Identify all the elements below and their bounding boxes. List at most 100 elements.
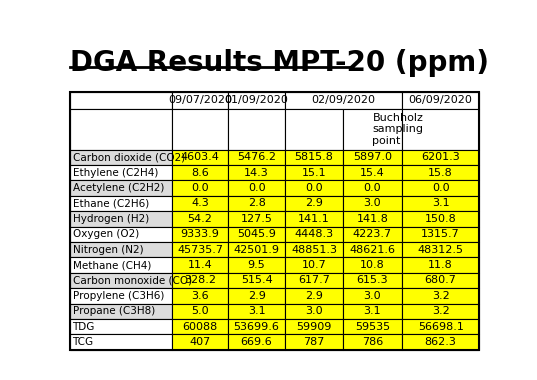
- Bar: [285, 180, 343, 196]
- Text: 328.2: 328.2: [184, 276, 216, 285]
- Text: 4448.3: 4448.3: [294, 229, 333, 239]
- Bar: [172, 334, 228, 350]
- Bar: [343, 150, 402, 165]
- Bar: [70, 319, 172, 334]
- Bar: [402, 242, 480, 257]
- Text: 5476.2: 5476.2: [237, 152, 276, 162]
- Text: 141.8: 141.8: [357, 214, 388, 224]
- Bar: [70, 196, 172, 211]
- Text: 6201.3: 6201.3: [422, 152, 460, 162]
- Bar: [343, 257, 402, 273]
- Bar: [228, 165, 285, 180]
- Text: 01/09/2020: 01/09/2020: [224, 95, 288, 105]
- Bar: [70, 304, 172, 319]
- Text: Hydrogen (H2): Hydrogen (H2): [72, 214, 149, 224]
- Bar: [402, 288, 480, 304]
- Text: 3.1: 3.1: [248, 306, 265, 316]
- Text: 127.5: 127.5: [241, 214, 273, 224]
- Text: 10.7: 10.7: [302, 260, 326, 270]
- Bar: [402, 150, 480, 165]
- Bar: [402, 273, 480, 288]
- Text: 0.0: 0.0: [248, 183, 265, 193]
- Bar: [402, 334, 480, 350]
- Bar: [70, 257, 172, 273]
- Text: Oxygen (O2): Oxygen (O2): [72, 229, 139, 239]
- Text: 141.1: 141.1: [298, 214, 330, 224]
- Bar: [172, 196, 228, 211]
- Text: Carbon monoxide (CO): Carbon monoxide (CO): [72, 276, 192, 285]
- Bar: [228, 226, 285, 242]
- Text: 60088: 60088: [183, 321, 217, 332]
- Bar: [285, 273, 343, 288]
- Text: 4603.4: 4603.4: [180, 152, 220, 162]
- Text: 3.0: 3.0: [305, 306, 323, 316]
- Bar: [285, 288, 343, 304]
- Bar: [402, 196, 480, 211]
- Text: 15.4: 15.4: [360, 168, 385, 178]
- Text: 5045.9: 5045.9: [237, 229, 276, 239]
- Text: 54.2: 54.2: [187, 214, 213, 224]
- Bar: [228, 257, 285, 273]
- Bar: [343, 242, 402, 257]
- Bar: [402, 211, 480, 226]
- Bar: [343, 273, 402, 288]
- Text: 59535: 59535: [355, 321, 390, 332]
- Text: 48621.6: 48621.6: [350, 245, 395, 255]
- Bar: [343, 196, 402, 211]
- Bar: [70, 180, 172, 196]
- Text: 53699.6: 53699.6: [234, 321, 280, 332]
- Bar: [285, 165, 343, 180]
- Text: TCG: TCG: [72, 337, 93, 347]
- Text: 0.0: 0.0: [432, 183, 449, 193]
- Bar: [172, 150, 228, 165]
- Bar: [172, 304, 228, 319]
- Text: 2.9: 2.9: [305, 198, 323, 209]
- Text: 786: 786: [362, 337, 383, 347]
- Bar: [172, 242, 228, 257]
- Text: 4223.7: 4223.7: [353, 229, 392, 239]
- Text: 59909: 59909: [296, 321, 332, 332]
- Bar: [228, 92, 285, 109]
- Text: 787: 787: [303, 337, 325, 347]
- Text: 11.4: 11.4: [187, 260, 213, 270]
- Text: 3.0: 3.0: [364, 291, 381, 301]
- Bar: [172, 211, 228, 226]
- Text: Nitrogen (N2): Nitrogen (N2): [72, 245, 143, 255]
- Text: 5.0: 5.0: [191, 306, 209, 316]
- Bar: [172, 273, 228, 288]
- Bar: [285, 257, 343, 273]
- Text: 48851.3: 48851.3: [291, 245, 337, 255]
- Text: 1315.7: 1315.7: [422, 229, 460, 239]
- Text: 42501.9: 42501.9: [234, 245, 280, 255]
- Bar: [172, 109, 228, 150]
- Bar: [70, 288, 172, 304]
- Bar: [343, 211, 402, 226]
- Bar: [228, 150, 285, 165]
- Bar: [343, 304, 402, 319]
- Text: Propylene (C3H6): Propylene (C3H6): [72, 291, 164, 301]
- Text: 680.7: 680.7: [425, 276, 456, 285]
- Bar: [402, 226, 480, 242]
- Bar: [285, 92, 402, 109]
- Text: 2.9: 2.9: [248, 291, 266, 301]
- Bar: [343, 165, 402, 180]
- Bar: [228, 211, 285, 226]
- Bar: [343, 180, 402, 196]
- Text: 02/09/2020: 02/09/2020: [311, 95, 375, 105]
- Bar: [285, 304, 343, 319]
- Text: 0.0: 0.0: [191, 183, 209, 193]
- Bar: [285, 109, 343, 150]
- Text: 3.1: 3.1: [364, 306, 381, 316]
- Text: 0.0: 0.0: [305, 183, 323, 193]
- Text: 09/07/2020: 09/07/2020: [168, 95, 232, 105]
- Text: TDG: TDG: [72, 321, 95, 332]
- Text: Methane (CH4): Methane (CH4): [72, 260, 151, 270]
- Bar: [172, 226, 228, 242]
- Bar: [343, 334, 402, 350]
- Text: Propane (C3H8): Propane (C3H8): [72, 306, 155, 316]
- Bar: [172, 165, 228, 180]
- Text: 14.3: 14.3: [244, 168, 269, 178]
- Text: 8.6: 8.6: [191, 168, 209, 178]
- Bar: [228, 273, 285, 288]
- Text: 0.0: 0.0: [364, 183, 381, 193]
